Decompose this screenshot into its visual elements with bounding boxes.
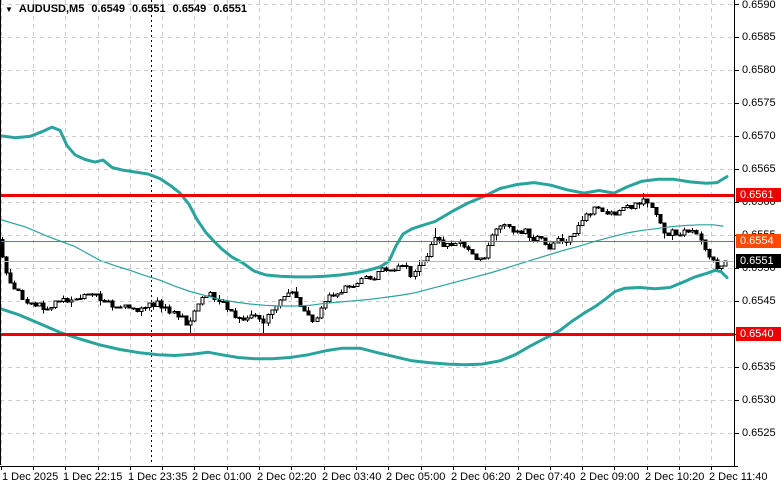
price-tick-label: 0.6535	[742, 361, 776, 373]
price-tick-mark	[735, 37, 739, 38]
price-tick-label: 0.6570	[742, 130, 776, 142]
price-level-badge: 0.6554	[736, 234, 781, 248]
price-tick-mark	[735, 301, 739, 302]
price-tick-label: 0.6575	[742, 97, 776, 109]
price-level-badge: 0.6561	[736, 188, 781, 202]
price-axis[interactable]: 0.6590 0.6585 0.6580 0.6575 0.6570 0.6565 0.65…	[734, 0, 781, 466]
time-tick-mark	[518, 467, 519, 470]
time-tick-label: 2 Dec 10:20	[645, 471, 705, 483]
time-tick-label: 2 Dec 03:40	[322, 471, 382, 483]
time-tick-mark	[421, 467, 422, 470]
bar-open-value: 0.6549	[91, 3, 125, 15]
price-tick-mark	[735, 400, 739, 401]
price-tick-mark	[735, 169, 739, 170]
time-tick-mark	[453, 467, 454, 470]
time-tick-label: 1 Dec 23:35	[128, 471, 188, 483]
time-axis[interactable]: 1 Dec 2025 1 Dec 22:15 1 Dec 23:35 2 Dec 01…	[0, 466, 781, 489]
candles-layer	[0, 193, 728, 334]
time-tick-mark	[33, 467, 34, 470]
symbol-period-label: AUDUSD,M5	[18, 3, 85, 15]
time-tick-label: 2 Dec 05:00	[386, 471, 446, 483]
price-tick-label: 0.6590	[742, 0, 776, 11]
time-tick-mark	[647, 467, 648, 470]
time-tick-label: 2 Dec 07:40	[516, 471, 576, 483]
price-tick-mark	[735, 268, 739, 269]
time-tick-mark	[550, 467, 551, 470]
time-tick-mark	[259, 467, 260, 470]
time-tick-mark	[679, 467, 680, 470]
time-tick-mark	[98, 467, 99, 470]
price-tick-mark	[735, 202, 739, 203]
time-tick-label: 1 Dec 22:15	[63, 471, 123, 483]
price-tick-mark	[735, 367, 739, 368]
time-tick-mark	[162, 467, 163, 470]
time-tick-mark	[485, 467, 486, 470]
price-tick-mark	[735, 433, 739, 434]
price-tick-label: 0.6530	[742, 394, 776, 406]
bar-low-value: 0.6549	[172, 3, 207, 15]
time-tick-mark	[711, 467, 712, 470]
chart-plot-area[interactable]	[0, 0, 734, 466]
time-tick-mark	[194, 467, 195, 470]
price-level-badge: 0.6551	[736, 254, 781, 268]
price-tick-label: 0.6525	[742, 427, 776, 439]
time-tick-label: 2 Dec 02:20	[257, 471, 317, 483]
price-tick-label: 0.6560	[742, 196, 776, 208]
time-tick-mark	[1, 467, 2, 470]
price-tick-mark	[735, 4, 739, 5]
time-tick-label: 2 Dec 06:20	[451, 471, 511, 483]
time-tick-label: 2 Dec 01:00	[192, 471, 252, 483]
time-tick-mark	[388, 467, 389, 470]
price-tick-mark	[735, 136, 739, 137]
bollinger-lower-band	[0, 268, 729, 367]
bar-close-value: 0.6551	[213, 3, 247, 15]
grid-layer	[0, 0, 734, 465]
time-tick-label: 1 Dec 2025	[2, 471, 59, 483]
time-tick-label: 2 Dec 09:00	[580, 471, 640, 483]
time-tick-mark	[324, 467, 325, 470]
chart-title: ▼ AUDUSD,M5 0.6549 0.6551 0.6549 0.6551	[5, 3, 254, 15]
price-tick-label: 0.6565	[742, 163, 776, 175]
time-tick-mark	[582, 467, 583, 470]
time-tick-mark	[130, 467, 131, 470]
bollinger-middle-band	[0, 218, 724, 307]
bar-high-value: 0.6551	[131, 3, 166, 15]
time-axis-line	[0, 466, 738, 467]
time-tick-label: 2 Dec 11:40	[709, 471, 768, 483]
time-tick-mark	[291, 467, 292, 470]
price-tick-label: 0.6585	[742, 31, 776, 43]
time-tick-mark	[227, 467, 228, 470]
price-tick-label: 0.6580	[742, 64, 776, 76]
price-tick-mark	[735, 70, 739, 71]
price-level-badge: 0.6540	[736, 327, 781, 341]
time-tick-mark	[614, 467, 615, 470]
time-tick-mark	[65, 467, 66, 470]
price-tick-label: 0.6545	[742, 295, 776, 307]
bollinger-upper-band	[0, 125, 729, 279]
symbol-marker-icon: ▼	[5, 4, 13, 14]
price-tick-mark	[735, 103, 739, 104]
time-tick-mark	[356, 467, 357, 470]
price-tick-label: 0.6550	[742, 262, 776, 274]
